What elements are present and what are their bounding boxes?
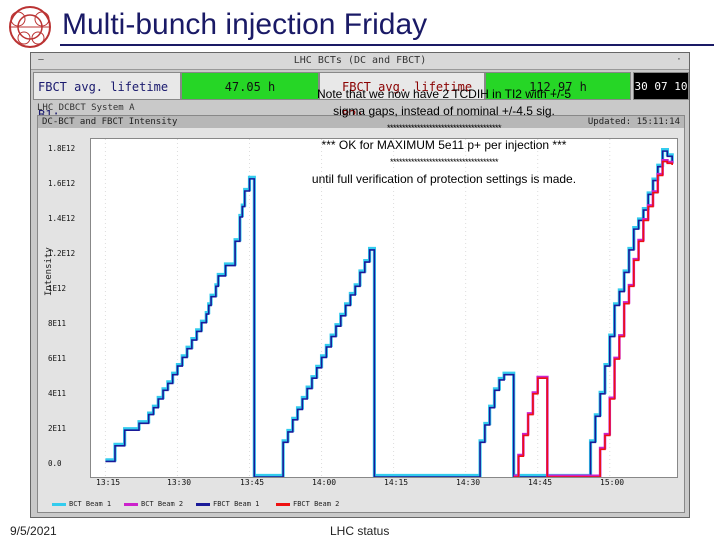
note-line: *** OK for MAXIMUM 5e11 p+ per injection… <box>321 138 567 152</box>
legend-label: FBCT Beam 1 <box>213 500 260 508</box>
plot-area[interactable] <box>90 138 678 478</box>
updated-timestamp: Updated: 15:11:14 <box>587 117 680 127</box>
legend-label: FBCT Beam 2 <box>293 500 340 508</box>
legend-label: BCT Beam 1 <box>69 500 112 508</box>
chart-legend: BCT Beam 1 BCT Beam 2 FBCT Beam 1 FBCT B… <box>52 498 672 510</box>
intensity-plot-panel: DC-BCT and FBCT Intensity Updated: 15:11… <box>37 115 685 513</box>
legend-item: FBCT Beam 2 <box>276 500 339 508</box>
y-tick-label: 1.4E12 <box>48 214 76 223</box>
cern-logo <box>9 6 51 48</box>
note-separator: ************************************ <box>389 157 499 167</box>
note-separator: ************************************** <box>386 123 502 133</box>
fbct-b1-value: 47.05 h <box>181 72 319 100</box>
intensity-chart <box>104 139 674 477</box>
lhc-bct-window: — LHC BCTs (DC and FBCT) · FBCT avg. lif… <box>30 52 690 518</box>
y-tick-label: 1.6E12 <box>48 179 76 188</box>
y-tick-label: 6E11 <box>48 354 67 363</box>
x-tick-label: 13:30 <box>167 478 192 487</box>
note-line: Note that we now have 2 TCDIH in TI2 wit… <box>316 87 571 101</box>
clock-display: 30 07 10 <box>633 72 689 100</box>
y-tick-label: 1.8E12 <box>48 144 76 153</box>
y-tick-label: 0.0 <box>48 459 62 468</box>
window-menu-icon[interactable]: — <box>38 55 44 65</box>
x-tick-label: 14:00 <box>312 478 337 487</box>
footer-date: 9/5/2021 <box>10 524 57 538</box>
fbct-b2-label: FBCT avg. lifetime B2: <box>319 72 485 122</box>
y-tick-label: 2E11 <box>48 424 67 433</box>
window-close-icon[interactable]: · <box>676 55 682 65</box>
x-tick-label: 14:30 <box>456 478 481 487</box>
x-tick-label: 13:15 <box>96 478 121 487</box>
window-title: LHC BCTs (DC and FBCT) <box>293 55 427 66</box>
window-titlebar: — LHC BCTs (DC and FBCT) · <box>31 53 689 70</box>
series-line-fbct-beam-1 <box>105 150 673 477</box>
y-tick-label: 1E12 <box>48 284 67 293</box>
footer-title: LHC status <box>330 524 390 538</box>
x-tick-label: 14:15 <box>384 478 409 487</box>
y-tick-label: 1.2E12 <box>48 249 76 258</box>
fbct-b1-label: FBCT avg. lifetime B1: <box>33 72 181 122</box>
x-tick-label: 15:00 <box>600 478 625 487</box>
note-line: sigma gaps, instead of nominal +/-4.5 si… <box>333 104 555 118</box>
system-tab[interactable]: LHC DCBCT System A <box>37 103 135 113</box>
plot-title: DC-BCT and FBCT Intensity <box>42 117 178 127</box>
legend-item: BCT Beam 2 <box>124 500 183 508</box>
slide-title: Multi-bunch injection Friday <box>62 8 428 41</box>
fbct-b2-value: 112.97 h <box>485 72 631 100</box>
plot-header: DC-BCT and FBCT Intensity Updated: 15:11… <box>38 116 684 128</box>
legend-item: BCT Beam 1 <box>52 500 111 508</box>
note-line: until full verification of protection se… <box>311 172 577 186</box>
x-tick-label: 13:45 <box>240 478 265 487</box>
title-divider <box>60 44 714 46</box>
y-tick-label: 8E11 <box>48 319 67 328</box>
series-line-bct-beam-1 <box>105 148 674 477</box>
series-line-fbct-beam-2 <box>513 160 673 477</box>
legend-label: BCT Beam 2 <box>141 500 184 508</box>
annotation-note: Note that we now have 2 TCDIH in TI2 wit… <box>238 86 650 188</box>
legend-item: FBCT Beam 1 <box>196 500 259 508</box>
x-tick-label: 14:45 <box>528 478 553 487</box>
y-tick-label: 4E11 <box>48 389 67 398</box>
